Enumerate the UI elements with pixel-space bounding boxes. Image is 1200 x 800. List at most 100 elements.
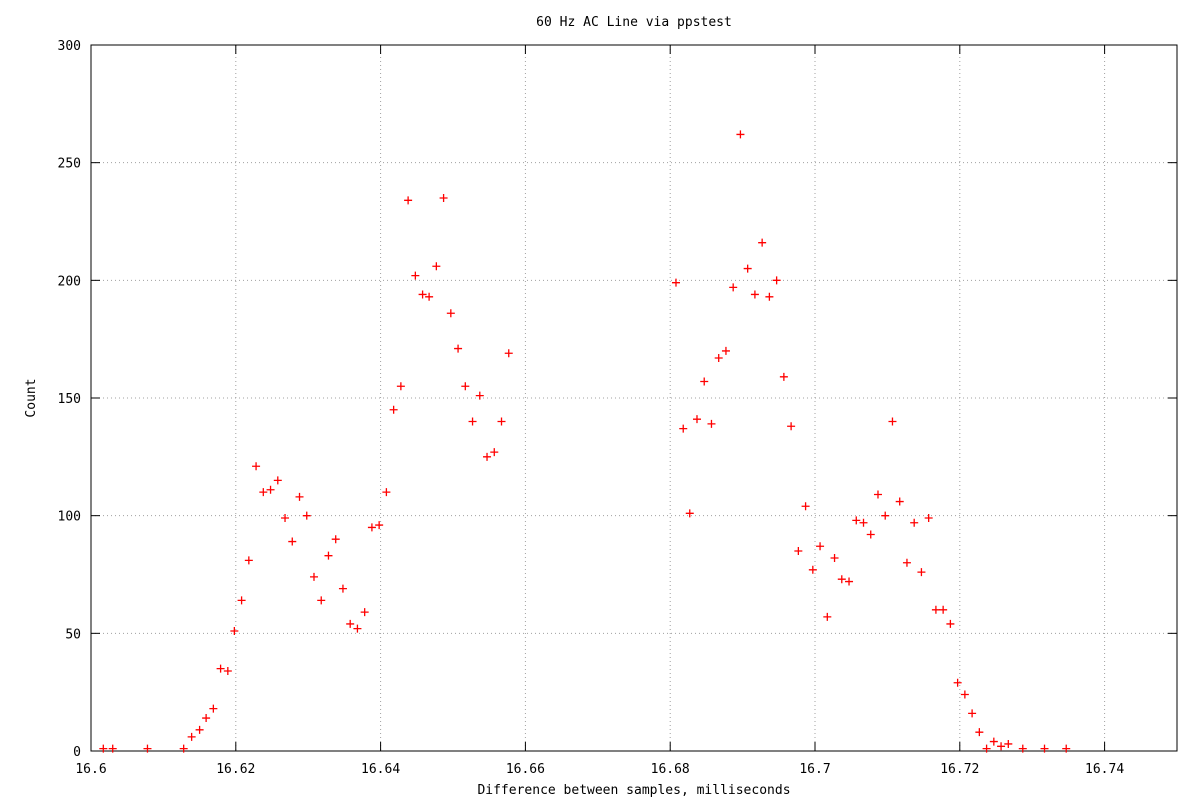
data-point: [1062, 744, 1071, 753]
data-point: [439, 193, 448, 202]
data-point: [230, 626, 239, 635]
data-point: [707, 419, 716, 428]
y-axis-label: Count: [24, 378, 39, 417]
data-point: [685, 509, 694, 518]
data-point: [917, 568, 926, 577]
data-point: [808, 565, 817, 574]
data-point: [953, 678, 962, 687]
data-point: [483, 452, 492, 461]
data-point: [497, 417, 506, 426]
data-point: [317, 596, 326, 605]
data-point: [1018, 744, 1027, 753]
data-point: [692, 415, 701, 424]
data-point: [468, 417, 477, 426]
data-point: [671, 278, 680, 287]
axis-ticks: [90, 44, 1177, 752]
data-point: [750, 290, 759, 299]
data-point: [331, 535, 340, 544]
data-point: [475, 391, 484, 400]
data-point: [353, 624, 362, 633]
data-point: [252, 462, 261, 471]
data-points: [99, 130, 1071, 753]
data-point: [143, 744, 152, 753]
data-point: [852, 516, 861, 525]
data-point: [902, 558, 911, 567]
data-point: [259, 488, 268, 497]
data-point: [461, 382, 470, 391]
data-point: [895, 497, 904, 506]
x-tick-label: 16.7: [799, 762, 830, 777]
data-point: [404, 196, 413, 205]
data-point: [281, 514, 290, 523]
x-tick-label: 16.64: [361, 762, 400, 777]
data-point: [389, 405, 398, 414]
data-point: [454, 344, 463, 353]
x-tick-label: 16.62: [216, 762, 255, 777]
y-tick-label: 200: [58, 274, 81, 289]
data-point: [411, 271, 420, 280]
data-point: [881, 511, 890, 520]
data-point: [346, 619, 355, 628]
data-point: [946, 619, 955, 628]
x-tick-label: 16.6: [75, 762, 106, 777]
data-point: [779, 372, 788, 381]
data-point: [888, 417, 897, 426]
data-point: [382, 488, 391, 497]
data-point: [425, 292, 434, 301]
data-point: [367, 523, 376, 532]
data-point: [845, 577, 854, 586]
data-point: [772, 276, 781, 285]
y-tick-label: 100: [58, 510, 81, 525]
data-point: [787, 422, 796, 431]
data-point: [837, 575, 846, 584]
data-point: [997, 742, 1006, 751]
data-point: [302, 511, 311, 520]
data-point: [418, 290, 427, 299]
data-point: [700, 377, 709, 386]
tick-labels: 16.6 16.62 16.64 16.66 16.68 16.7 16.72 16.74 0 5…: [58, 39, 1125, 777]
data-point: [859, 518, 868, 527]
x-tick-label: 16.74: [1085, 762, 1124, 777]
data-point: [924, 514, 933, 523]
data-point: [338, 584, 347, 593]
data-point: [202, 714, 211, 723]
x-tick-label: 16.72: [940, 762, 979, 777]
data-point: [295, 492, 304, 501]
data-point: [989, 737, 998, 746]
data-point: [432, 262, 441, 271]
data-point: [873, 490, 882, 499]
data-point: [360, 608, 369, 617]
data-point: [266, 485, 275, 494]
data-point: [1004, 739, 1013, 748]
data-point: [179, 744, 188, 753]
data-point: [975, 728, 984, 737]
data-point: [679, 424, 688, 433]
grid: [91, 45, 1177, 751]
plot-border: [90, 44, 1178, 752]
data-point: [794, 546, 803, 555]
data-point: [801, 502, 810, 511]
data-point: [816, 542, 825, 551]
data-point: [187, 732, 196, 741]
data-point: [375, 521, 384, 530]
data-point: [504, 349, 513, 358]
data-point: [765, 292, 774, 301]
data-point: [830, 554, 839, 563]
data-point: [743, 264, 752, 273]
data-point: [758, 238, 767, 247]
data-point: [209, 704, 218, 713]
data-point: [273, 476, 282, 485]
y-tick-label: 250: [58, 157, 81, 172]
data-point: [714, 353, 723, 362]
data-point: [968, 709, 977, 718]
data-point: [960, 690, 969, 699]
data-point: [216, 664, 225, 673]
data-point: [396, 382, 405, 391]
x-tick-label: 16.66: [506, 762, 545, 777]
data-point: [108, 744, 117, 753]
data-point: [288, 537, 297, 546]
y-tick-label: 300: [58, 39, 81, 54]
x-axis-label: Difference between samples, milliseconds: [477, 783, 790, 798]
data-point: [823, 612, 832, 621]
